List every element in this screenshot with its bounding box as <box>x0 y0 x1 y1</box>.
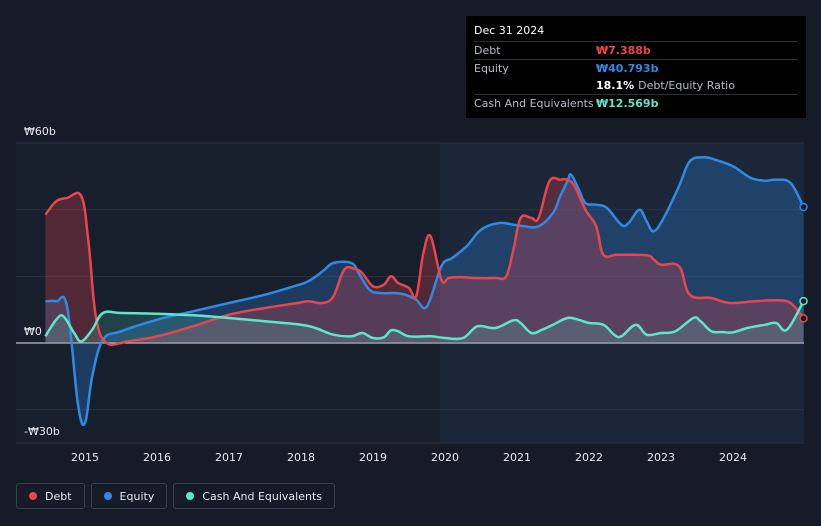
chart-legend: Debt Equity Cash And Equivalents <box>16 483 335 509</box>
tooltip-row-cash: Cash And Equivalents ₩12.569b <box>474 94 798 112</box>
forecast-highlight-band <box>439 143 804 443</box>
cash-line <box>44 300 805 343</box>
x-tick-label: 2019 <box>359 451 387 464</box>
y-tick-label: ₩0 <box>24 325 42 338</box>
tooltip-cash-label: Cash And Equivalents <box>474 97 594 110</box>
equity-area <box>45 157 804 425</box>
x-tick-label: 2024 <box>719 451 747 464</box>
tooltip-date: Dec 31 2024 <box>474 24 545 37</box>
debt-area <box>45 177 804 345</box>
equity-endpoint <box>799 202 808 212</box>
cash-endpoint <box>799 296 808 306</box>
cash-dot-icon <box>186 492 195 500</box>
tooltip-ratio-suffix: Debt/Equity Ratio <box>638 79 735 92</box>
tooltip-ratio-value: 18.1% <box>596 79 635 92</box>
legend-cash-label: Cash And Equivalents <box>202 489 322 503</box>
tooltip-debt-label: Debt <box>474 44 501 57</box>
equity-line <box>45 155 805 427</box>
x-tick-label: 2015 <box>71 451 99 464</box>
equity-dot-icon <box>103 492 112 500</box>
tooltip-debt-value: ₩7.388b <box>596 44 651 57</box>
x-tick-label: 2017 <box>215 451 243 464</box>
x-tick-label: 2020 <box>431 451 459 464</box>
tooltip-row-debt: Debt ₩7.388b <box>474 41 798 59</box>
tooltip-equity-value: ₩40.793b <box>596 62 659 75</box>
tooltip-row-equity: Equity ₩40.793b <box>474 59 798 77</box>
x-tick-label: 2023 <box>647 451 675 464</box>
x-tick-label: 2018 <box>287 451 315 464</box>
legend-item-equity[interactable]: Equity <box>90 483 168 509</box>
debt-endpoint <box>799 314 808 323</box>
legend-equity-label: Equity <box>119 489 155 503</box>
y-tick-label: ₩60b <box>24 125 56 138</box>
tooltip-panel: Dec 31 2024 Debt ₩7.388b Equity ₩40.793b… <box>466 16 806 118</box>
legend-item-cash[interactable]: Cash And Equivalents <box>173 483 335 509</box>
x-tick-label: 2021 <box>503 451 531 464</box>
x-tick-label: 2022 <box>575 451 603 464</box>
debt-dot-icon <box>29 492 37 500</box>
legend-debt-label: Debt <box>45 489 72 503</box>
legend-item-debt[interactable]: Debt <box>16 483 85 509</box>
tooltip-row-ratio: 18.1% Debt/Equity Ratio <box>474 77 798 94</box>
tooltip-cash-value: ₩12.569b <box>596 97 659 110</box>
y-tick-label: -₩30b <box>24 425 60 438</box>
x-tick-label: 2016 <box>143 451 171 464</box>
debt-line <box>44 176 805 347</box>
tooltip-equity-label: Equity <box>474 62 509 75</box>
cash-area <box>45 301 804 343</box>
